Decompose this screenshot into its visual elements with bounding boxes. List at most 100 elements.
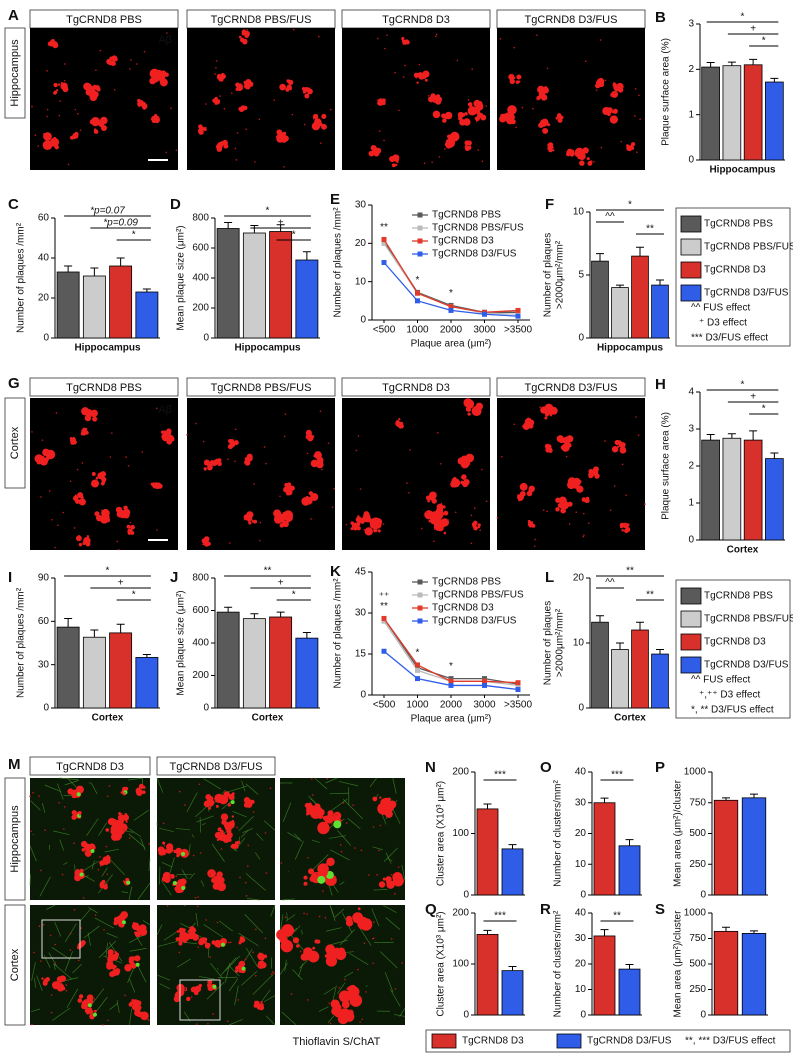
fiber	[294, 840, 304, 860]
y-tick-label: 40	[575, 767, 587, 778]
plaque	[235, 87, 239, 91]
bar	[109, 265, 133, 339]
plaque	[463, 479, 470, 486]
legend-label: TgCRND8 PBS	[704, 591, 773, 602]
plaque	[203, 459, 210, 466]
fiber	[358, 925, 372, 946]
fiber	[57, 783, 64, 800]
plaque	[85, 83, 93, 91]
plaque	[617, 445, 620, 448]
fiber	[98, 874, 113, 894]
speck	[359, 488, 362, 490]
plaque	[357, 907, 361, 911]
plaque	[303, 947, 313, 957]
plaque	[572, 477, 581, 487]
speck	[69, 949, 72, 951]
speck	[199, 852, 202, 854]
bar	[269, 616, 293, 709]
plaque	[395, 163, 398, 166]
fiber	[228, 1018, 243, 1026]
plaque	[204, 126, 207, 130]
speck	[279, 495, 281, 498]
legend-note: ^^ FUS effect	[691, 675, 750, 686]
legend-note: **, *** D3/FUS effect	[685, 1036, 776, 1047]
plaque	[283, 518, 286, 521]
speck	[65, 984, 68, 986]
speck	[513, 423, 516, 426]
plaque	[524, 419, 528, 422]
speck	[99, 865, 102, 867]
speck	[32, 791, 34, 794]
fiber	[323, 986, 336, 995]
speck	[638, 94, 640, 97]
plaque	[247, 799, 253, 805]
speck	[433, 540, 435, 543]
chat	[121, 920, 126, 925]
speck	[109, 456, 112, 458]
plaque	[279, 83, 286, 91]
plaque	[78, 498, 86, 506]
error-bar	[749, 430, 758, 441]
speck	[163, 844, 166, 847]
y-tick-label: 20	[573, 573, 585, 584]
point	[415, 665, 420, 671]
fiber	[281, 1011, 297, 1026]
legend-swatch	[680, 633, 702, 651]
sig-label: +	[118, 578, 124, 589]
plaque	[285, 491, 291, 496]
y-tick-label: 800	[192, 573, 209, 584]
fiber	[399, 1008, 406, 1017]
speck	[485, 105, 488, 107]
plaque	[236, 84, 240, 88]
speck	[178, 951, 181, 954]
plaque	[91, 479, 100, 488]
y-tick-label: 0	[688, 155, 694, 166]
speck	[363, 942, 366, 945]
point	[448, 676, 454, 682]
chat	[230, 800, 235, 805]
error-bar	[636, 246, 644, 257]
speck	[600, 146, 603, 149]
speck	[376, 37, 379, 40]
plaque	[277, 515, 285, 523]
plaque	[588, 473, 594, 479]
fiber	[279, 963, 288, 975]
chat	[90, 848, 95, 853]
plaque	[611, 446, 619, 453]
point	[515, 313, 521, 319]
plaque	[260, 1001, 263, 1004]
sig-label: *	[449, 288, 453, 299]
plaque	[385, 810, 393, 818]
speck	[499, 37, 502, 40]
error-bar	[770, 77, 779, 83]
image-header: TgCRND8 D3	[382, 382, 450, 394]
error-bar	[483, 929, 492, 935]
speck	[37, 145, 40, 147]
plaque	[393, 879, 399, 885]
plaque	[227, 803, 232, 807]
speck	[164, 852, 167, 854]
plaque	[599, 82, 605, 88]
plaque	[379, 101, 383, 105]
plaque	[199, 940, 204, 945]
speck	[382, 523, 385, 525]
plaque	[506, 119, 511, 124]
chat	[333, 820, 342, 829]
header-box	[29, 377, 179, 397]
fiber	[66, 988, 79, 1008]
plaque	[356, 520, 359, 523]
legend-marker	[417, 238, 423, 244]
error-bar	[722, 926, 730, 932]
fiber	[129, 947, 147, 952]
plaque	[507, 105, 517, 115]
plaque	[77, 998, 83, 1003]
speck	[99, 49, 102, 52]
plaque	[42, 980, 48, 986]
error-bar	[656, 279, 664, 286]
x-axis-label: Hippocampus	[709, 165, 776, 176]
plaque	[130, 524, 135, 530]
plaque	[178, 941, 183, 946]
speck	[359, 1021, 361, 1023]
legend-note: ^^ FUS effect	[691, 303, 750, 314]
fiber	[365, 985, 368, 987]
